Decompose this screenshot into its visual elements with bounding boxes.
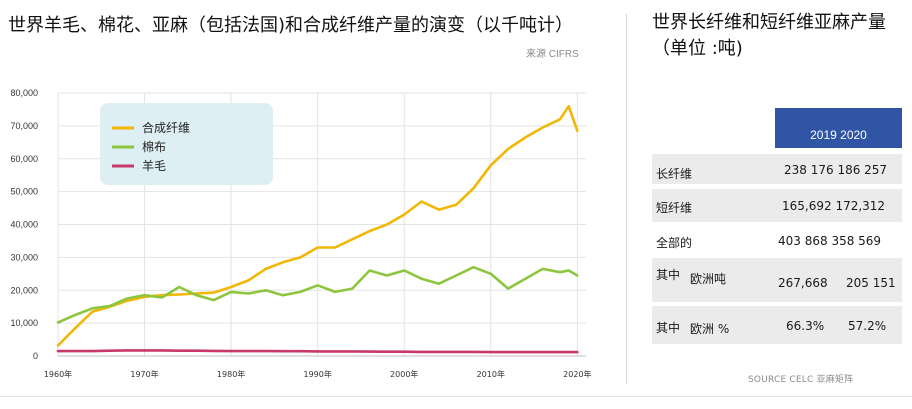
bottom-divider [0,396,912,397]
series-line-1 [56,265,579,324]
row-value-2019: 267,668 [778,276,828,290]
row-sublabel: 欧洲吨 [690,272,727,286]
chart-source: 来源 CIFRS [526,49,579,60]
x-tick-label: 1990年 [303,369,331,379]
table-header-years: 2019 2020 [775,108,902,148]
y-tick-label: 50,000 [10,187,38,197]
y-tick-label: 10,000 [10,318,38,328]
row-value-2019: 66.3% [786,319,825,333]
row-sublabel: 欧洲 % [690,322,730,336]
y-tick-label: 40,000 [10,220,38,230]
x-tick-label: 2020年 [563,369,591,379]
x-tick-label: 2010年 [477,369,505,379]
y-tick-label: 0 [33,351,38,361]
x-tick-label: 1980年 [217,369,245,379]
table-row-total: 全部的 403 868 358 569 [652,226,902,256]
y-tick-label: 60,000 [10,154,38,164]
table-title: 世界长纤维和短纤维亚麻产量（单位 :吨) [652,12,886,59]
row-value-2020: 57.2% [848,319,887,333]
row-label: 其中 [656,321,681,335]
row-label: 短纤维 [656,201,693,215]
table-row-europe-tons: 其中 欧洲吨 267,668 205 151 [652,258,902,302]
panel-divider [626,14,627,384]
table-row-long-fiber: 长纤维 238 176 186 257 [652,154,902,184]
row-label: 全部的 [656,236,693,250]
row-label: 其中 [656,268,681,282]
series-line-2 [56,349,579,354]
legend-label: 羊毛 [142,158,166,173]
table-row-europe-percent: 其中 欧洲 % 66.3% 57.2% [652,306,902,344]
legend-label: 棉布 [142,140,166,154]
y-tick-label: 30,000 [10,252,38,262]
x-tick-label: 1960年 [44,369,72,379]
legend-label: 合成纤维 [142,120,190,135]
axes: 0 10,000 20,000 30,000 40,000 50,000 60,000 70,… [10,88,591,379]
table-source: SOURCE CELC 亚麻矩阵 [748,375,854,385]
row-label: 长纤维 [656,167,693,181]
y-tick-label: 80,000 [10,88,38,98]
x-tick-label: 2000年 [390,369,418,379]
legend-box [100,103,273,185]
x-tick-label: 1970年 [130,369,158,379]
row-value: 238 176 186 257 [784,163,888,177]
row-value-2020: 205 151 [846,276,896,290]
chart-title: 世界羊毛、棉花、亚麻（包括法国)和合成纤维产量的演变（以千吨计） [8,15,574,36]
fiber-production-line-chart: 0 10,000 20,000 30,000 40,000 50,000 60,000 70,… [10,88,591,379]
row-value: 165,692 172,312 [782,199,886,213]
series-lines [56,104,579,354]
table-row-short-fiber: 短纤维 165,692 172,312 [652,189,902,222]
y-tick-label: 70,000 [10,121,38,131]
y-tick-label: 20,000 [10,285,38,295]
row-value: 403 868 358 569 [778,234,882,248]
